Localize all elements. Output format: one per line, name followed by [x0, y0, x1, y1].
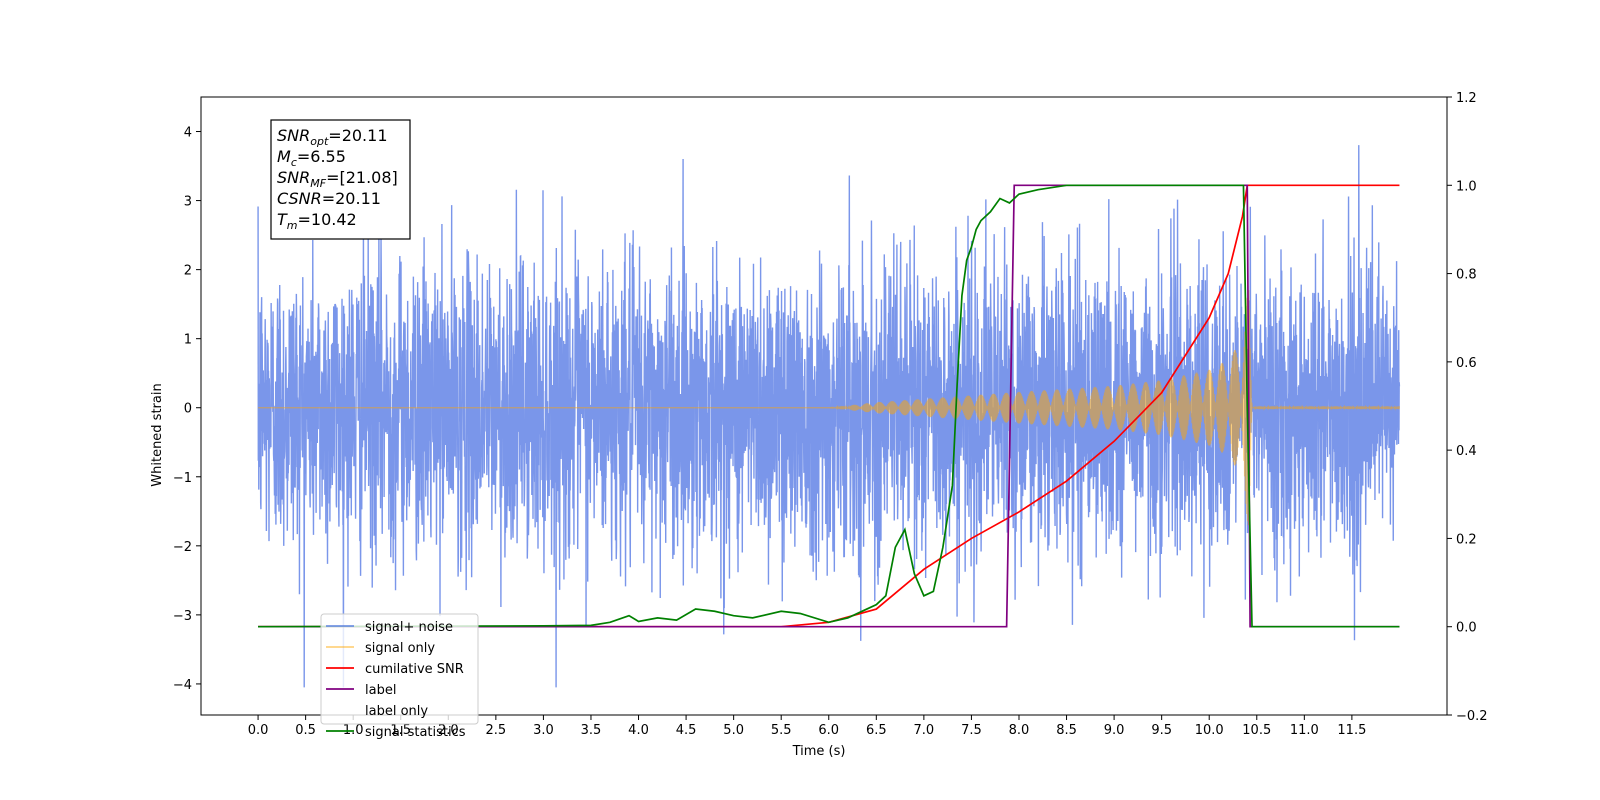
annotation-line: SNRopt=20.11 — [277, 126, 388, 148]
annotation-symbol: M — [277, 147, 291, 166]
legend-label-signal-only: signal only — [365, 641, 435, 656]
y-tick-label: −4 — [173, 678, 192, 693]
legend-frame — [320, 613, 479, 725]
y-tick-label: 2 — [184, 264, 192, 279]
x-tick-label: 5.0 — [723, 723, 744, 738]
y-tick-label: 0 — [184, 402, 192, 417]
annotation-line: CSNR=20.11 — [277, 189, 381, 208]
x-tick-label: 10.0 — [1195, 723, 1224, 738]
annotation-line: Tm=10.42 — [277, 210, 357, 232]
y-tick-label: −1 — [173, 471, 192, 486]
annotation-subscript: c — [291, 156, 297, 169]
x-tick-label: 5.5 — [771, 723, 792, 738]
y2-tick-label: 0.4 — [1456, 444, 1477, 459]
y-tick-label: −3 — [173, 609, 192, 624]
x-tick-label: 3.5 — [581, 723, 602, 738]
plot-area — [257, 145, 1401, 688]
annotation-box: SNRopt=20.11Mc=6.55SNRMF=[21.08]CSNR=20.… — [270, 119, 411, 240]
x-tick-label: 10.5 — [1242, 723, 1271, 738]
x-tick-label: 6.5 — [866, 723, 887, 738]
annotation-value: =20.11 — [328, 126, 387, 145]
annotation-value: =10.42 — [298, 210, 357, 229]
x-tick-label: 4.5 — [676, 723, 697, 738]
x-tick-label: 0.0 — [248, 723, 269, 738]
annotation-subscript: opt — [310, 135, 329, 148]
x-tick-label: 7.0 — [914, 723, 935, 738]
legend-label-label-only: label only — [365, 704, 428, 719]
y2-tick-label: 0.0 — [1456, 621, 1477, 636]
x-tick-label: 0.5 — [295, 723, 316, 738]
x-tick-label: 2.5 — [486, 723, 507, 738]
axes-frame — [200, 96, 1448, 716]
annotation-symbol: SNR — [277, 168, 310, 187]
legend-label-signal-noise: signal+ noise — [365, 620, 453, 635]
y2-tick-label: −0.2 — [1456, 709, 1488, 724]
series-signal-only — [258, 290, 1401, 526]
annotation-value: =[21.08] — [326, 168, 398, 187]
y-axis-label: Whitened strain — [150, 383, 165, 486]
x-tick-label: 7.5 — [961, 723, 982, 738]
x-tick-label: 9.5 — [1151, 723, 1172, 738]
x-tick-label: 2.0 — [438, 723, 459, 738]
axes-border — [200, 96, 1448, 716]
y2-tick-label: 1.0 — [1456, 179, 1477, 194]
x-tick-label: 8.5 — [1056, 723, 1077, 738]
annotation-subscript: MF — [310, 177, 326, 190]
annotation-value: =6.55 — [297, 147, 346, 166]
series-signal-statistics — [258, 184, 1400, 628]
annotation-symbol: SNR — [277, 126, 310, 145]
x-tick-label: 8.0 — [1009, 723, 1030, 738]
legend-label-label: label — [365, 683, 396, 698]
annotation-symbol: CSNR — [277, 189, 322, 208]
ticks: 0.0 0.5 1.0 1.5 2.0 2.5 3.0 3.5 4.0 4.5 5.0 5.5 6.0 6… — [173, 91, 1488, 738]
legend: signal+ noise signal only cumilative SNR la… — [320, 613, 479, 740]
annotation-line: Mc=6.55 — [277, 147, 346, 169]
annotation-symbol: T — [277, 210, 288, 229]
annotation-subscript: m — [287, 219, 298, 232]
y2-tick-label: 0.2 — [1456, 532, 1477, 547]
annotation-value: =20.11 — [322, 189, 381, 208]
y-tick-label: 1 — [184, 333, 192, 348]
x-tick-label: 1.5 — [390, 723, 411, 738]
x-tick-label: 11.5 — [1337, 723, 1366, 738]
y2-tick-label: 0.8 — [1456, 268, 1477, 283]
x-tick-label: 3.0 — [533, 723, 554, 738]
annotation-line: SNRMF=[21.08] — [277, 168, 398, 190]
x-tick-label: 9.0 — [1104, 723, 1125, 738]
annotation-frame — [270, 119, 411, 240]
y-tick-label: 4 — [184, 126, 192, 141]
x-tick-label: 11.0 — [1290, 723, 1319, 738]
legend-label-signal-statistics: signal statistics — [365, 725, 466, 740]
x-axis-label: Time (s) — [792, 744, 846, 759]
y-tick-label: 3 — [184, 195, 192, 210]
plot-series — [257, 145, 1401, 688]
y2-tick-label: 1.2 — [1456, 91, 1477, 106]
legend-label-cumilative-snr: cumilative SNR — [365, 662, 464, 677]
y2-tick-label: 0.6 — [1456, 356, 1477, 371]
x-tick-label: 6.0 — [818, 723, 839, 738]
y-tick-label: −2 — [173, 540, 192, 555]
x-tick-label: 4.0 — [628, 723, 649, 738]
